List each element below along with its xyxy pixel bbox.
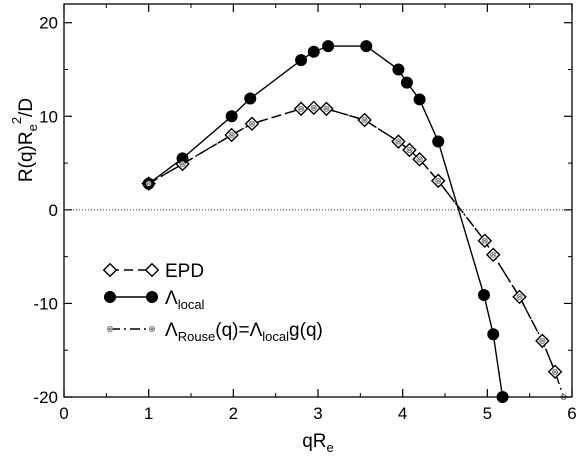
series-2-point (516, 293, 523, 300)
series-2-point (248, 120, 255, 127)
legend-0-label: EPD (165, 261, 204, 282)
series-2-point (416, 156, 423, 163)
series-2-point (481, 237, 488, 244)
y-tick-label: 0 (49, 201, 58, 220)
series-1-point (400, 76, 413, 89)
x-axis-title: qRe (302, 431, 334, 455)
series-2-point (310, 104, 317, 111)
legend-2-marker-left (107, 325, 114, 332)
legend-0-marker-left (102, 262, 118, 278)
series-2-point (179, 161, 186, 168)
x-axis-title-sub: e (327, 440, 334, 455)
plot-background (64, 4, 572, 397)
series-2-point (406, 146, 413, 153)
series-1-point (392, 63, 405, 76)
series-2-point (323, 105, 330, 112)
series-1-point (432, 135, 445, 148)
series-2-point (298, 105, 305, 112)
x-tick-label: 6 (567, 404, 576, 423)
series-2-point (228, 132, 235, 139)
y-axis-title-main: R(q)R (16, 131, 37, 182)
legend-1-marker-left (104, 291, 116, 303)
series-2-point (395, 138, 402, 145)
y-axis-title: R(q)Re2/D (9, 98, 40, 182)
y-axis-title-tail: /D (16, 98, 37, 117)
series-2-point (490, 251, 497, 258)
series-1-point (413, 93, 426, 106)
series-2-point (552, 368, 559, 375)
x-tick-label: 0 (59, 404, 68, 423)
legend: EPD Λlocal ΛRouse(q)=Λlocalg(q) (102, 261, 323, 344)
series-1-point (225, 110, 238, 123)
y-tick-label: -10 (33, 294, 58, 313)
x-tick-label: 4 (398, 404, 407, 423)
x-tick-label: 2 (229, 404, 238, 423)
series-2-point (435, 177, 442, 184)
series-1-point (322, 40, 335, 53)
series-1-point (487, 328, 500, 341)
y-tick-label: 10 (39, 107, 58, 126)
series-1-point (244, 92, 257, 105)
series-1-point (307, 45, 320, 58)
series-1-point (295, 54, 308, 67)
legend-1-label: Λlocal (165, 288, 205, 312)
series-2-point (361, 117, 368, 124)
legend-0-marker-right (144, 262, 160, 278)
series-2-point (539, 337, 546, 344)
legend-2-marker-right (149, 325, 156, 332)
y-tick-label: 20 (39, 14, 58, 33)
legend-2-label: ΛRouse(q)=Λlocalg(q) (165, 320, 323, 344)
series-2-point (145, 180, 152, 187)
x-axis-title-main: qR (302, 431, 326, 452)
x-tick-label: 3 (313, 404, 322, 423)
legend-1-marker-right (146, 291, 158, 303)
series-1-point (477, 289, 490, 302)
y-tick-label: -20 (33, 388, 58, 407)
x-tick-label: 1 (144, 404, 153, 423)
series-1-point (360, 40, 373, 53)
x-tick-label: 5 (483, 404, 492, 423)
y-axis-title-sub: e (25, 124, 40, 131)
y-axis-title-sup: 2 (9, 117, 24, 124)
